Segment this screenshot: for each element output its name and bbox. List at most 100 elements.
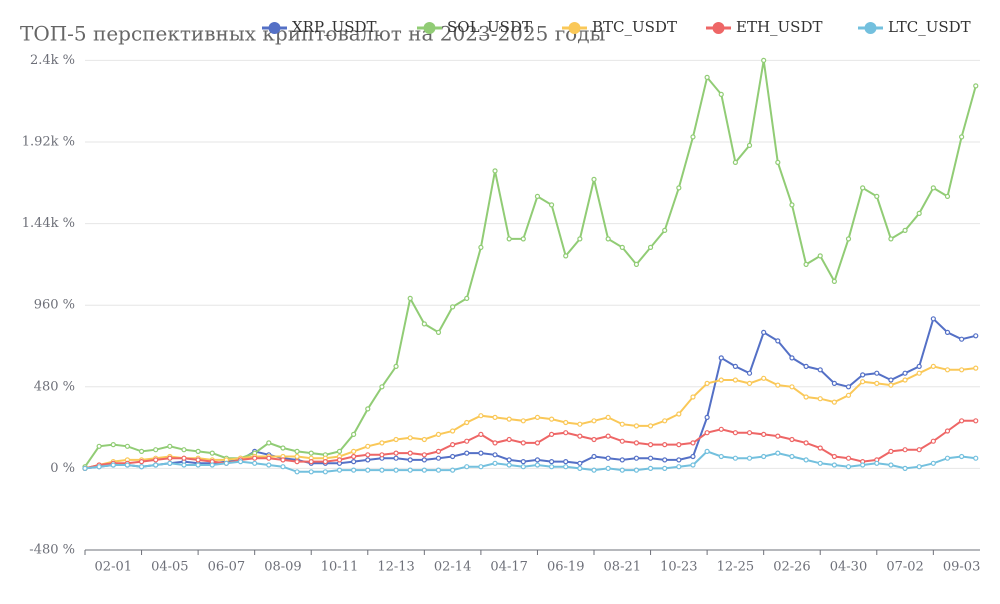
x-tick-label: 02-14: [434, 560, 471, 575]
point: [888, 382, 894, 388]
point: [308, 450, 314, 456]
point: [662, 457, 668, 463]
point: [308, 469, 314, 475]
point: [266, 455, 272, 461]
point: [280, 457, 286, 463]
point: [775, 382, 781, 388]
point: [619, 457, 625, 463]
point: [605, 414, 611, 420]
point: [365, 406, 371, 412]
point: [930, 316, 936, 322]
point: [761, 431, 767, 437]
point: [195, 457, 201, 463]
point: [548, 416, 555, 422]
point: [690, 394, 696, 400]
point: [450, 442, 456, 448]
point: [421, 467, 427, 473]
point: [930, 460, 936, 466]
point: [746, 370, 753, 376]
point: [365, 443, 371, 449]
point: [195, 462, 201, 468]
point: [718, 377, 724, 383]
point: [492, 440, 498, 446]
point: [209, 462, 215, 468]
point: [718, 91, 724, 98]
point: [662, 442, 668, 448]
legend-label: BTC_USDT: [592, 18, 677, 36]
point: [379, 452, 385, 458]
point: [450, 304, 456, 310]
y-tick-label: -480 %: [29, 543, 75, 558]
point: [902, 370, 908, 376]
point: [407, 450, 413, 456]
point: [478, 431, 484, 437]
point: [393, 455, 399, 461]
point: [577, 421, 583, 427]
x-tick-label: 10-23: [660, 560, 697, 575]
point: [647, 465, 654, 471]
point: [167, 455, 173, 461]
point: [96, 464, 102, 470]
point: [195, 448, 201, 454]
point: [393, 436, 399, 443]
point: [336, 448, 343, 454]
point: [450, 453, 456, 460]
point: [280, 464, 286, 470]
point: [534, 462, 541, 468]
point: [690, 462, 696, 468]
point: [874, 380, 880, 386]
point: [676, 442, 682, 448]
y-tick-label: 0 %: [50, 461, 75, 476]
point: [916, 370, 922, 376]
point: [464, 438, 470, 444]
point: [336, 457, 343, 463]
point: [860, 185, 866, 191]
point: [902, 447, 908, 453]
point: [407, 457, 413, 463]
point: [124, 443, 131, 449]
point: [563, 459, 569, 465]
point: [124, 462, 131, 468]
point: [817, 253, 823, 259]
point: [831, 380, 837, 386]
point: [520, 418, 526, 424]
x-tick-label: 12-13: [377, 560, 414, 575]
point: [492, 168, 498, 174]
point: [548, 202, 555, 208]
point: [591, 453, 597, 460]
point: [351, 459, 357, 465]
point: [252, 460, 258, 466]
point: [138, 464, 145, 470]
point: [817, 445, 823, 451]
point: [803, 457, 809, 463]
point: [888, 462, 894, 468]
point: [365, 467, 371, 473]
point: [732, 430, 738, 436]
point: [167, 460, 173, 466]
point: [973, 333, 979, 339]
point: [308, 459, 314, 465]
point: [761, 375, 767, 381]
series-line: [84, 60, 977, 468]
point: [676, 185, 682, 191]
point: [704, 380, 710, 386]
point: [973, 365, 979, 371]
point: [478, 464, 484, 470]
point: [534, 193, 541, 199]
point: [860, 462, 866, 468]
point: [379, 467, 385, 473]
legend-icon: [568, 22, 581, 34]
point: [322, 469, 328, 475]
point: [393, 450, 399, 456]
point: [916, 464, 922, 470]
point: [888, 236, 894, 242]
point: [789, 355, 795, 361]
point: [633, 455, 640, 461]
point: [775, 450, 781, 456]
point: [478, 413, 484, 419]
point: [407, 435, 413, 441]
point: [110, 442, 116, 448]
point: [676, 464, 682, 470]
point: [761, 57, 767, 64]
point: [930, 185, 936, 191]
